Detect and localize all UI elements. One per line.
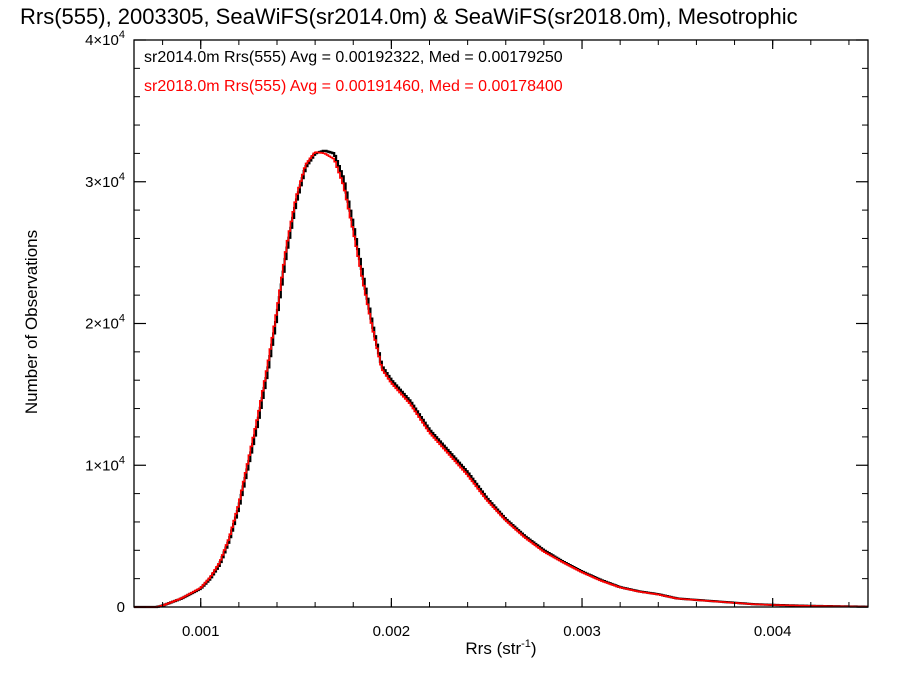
legend-entry-sr2014: sr2014.0m Rrs(555) Avg = 0.00192322, Med… (144, 49, 563, 66)
series-line-sr2018 (134, 151, 868, 608)
y-tick-label-1: 1×104 (85, 454, 125, 474)
y-axis-label: Number of Observations (22, 230, 41, 414)
y-tick-label-4: 4×104 (85, 29, 125, 49)
x-axis-label: Rrs (str-1) (465, 638, 536, 658)
y-tick-label-0: 0 (117, 599, 125, 616)
chart-title: Rrs(555), 2003305, SeaWiFS(sr2014.0m) & … (20, 4, 798, 29)
y-tick-label-3: 3×104 (85, 171, 125, 191)
y-axis-ticks: 0 1×104 2×104 3×104 4×104 (85, 29, 868, 616)
plot-frame (133, 39, 869, 608)
y-tick-label-2: 2×104 (85, 313, 125, 333)
legend-entry-sr2018: sr2018.0m Rrs(555) Avg = 0.00191460, Med… (144, 78, 563, 95)
x-tick-label-2: 0.003 (563, 623, 601, 640)
series-line-sr2014 (134, 149, 868, 609)
x-tick-label-3: 0.004 (754, 623, 792, 640)
x-tick-label-0: 0.001 (182, 623, 220, 640)
x-axis-ticks: 0.001 0.002 0.003 0.004 (162, 40, 850, 640)
x-tick-label-1: 0.002 (373, 623, 411, 640)
plot-series (134, 149, 868, 609)
